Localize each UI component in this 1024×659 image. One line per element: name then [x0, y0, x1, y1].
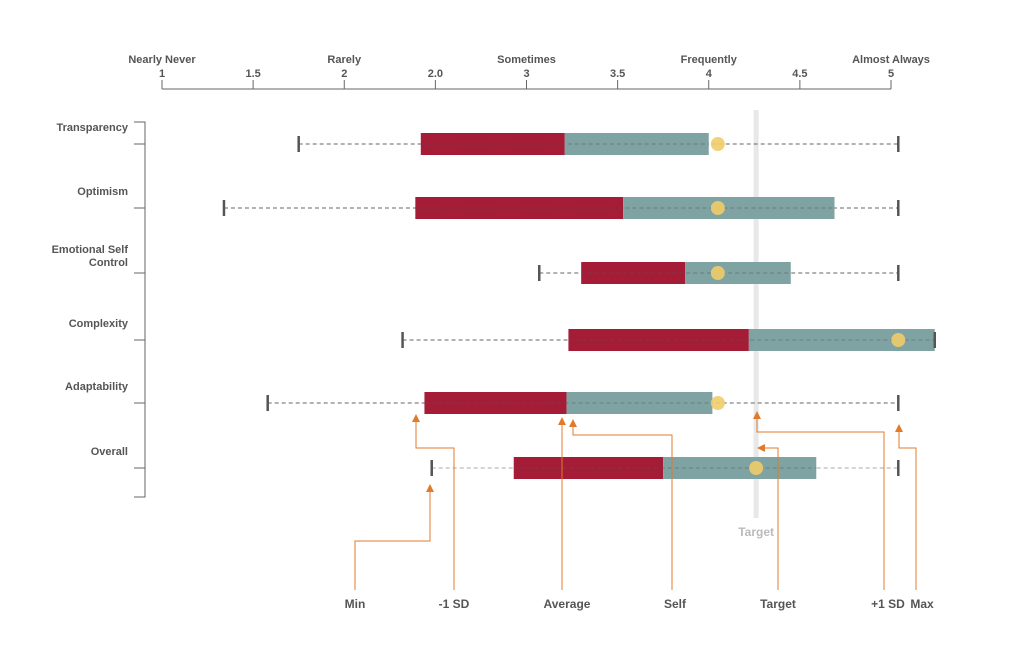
minus-sd-arrow-head	[412, 414, 420, 422]
plus-sd-arrow-line	[756, 418, 885, 590]
target-arrow-head	[757, 444, 765, 452]
legend-label: Min	[345, 597, 366, 611]
target-arrow-line	[764, 447, 779, 590]
scale-label: Sometimes	[497, 54, 556, 66]
x-tick-label: 3	[523, 68, 529, 80]
self-marker	[891, 333, 906, 347]
category-label: Complexity	[68, 317, 128, 330]
x-tick-label: 5	[888, 68, 894, 80]
average-arrow-head	[558, 417, 566, 425]
upper-bar	[566, 392, 713, 414]
max-arrow-head	[895, 424, 903, 432]
category-label-box: Optimism	[77, 185, 128, 198]
x-tick-label: 2	[341, 68, 347, 80]
plus-sd-arrow-head	[753, 411, 761, 419]
x-tick-label: 2.0	[428, 68, 443, 80]
min-arrow-line	[354, 490, 431, 590]
scale-label: Nearly Never	[128, 54, 196, 66]
lower-bar	[513, 457, 664, 479]
category-label-box: Overall	[90, 445, 128, 458]
lower-bar	[568, 329, 749, 351]
category-label: Overall	[90, 445, 128, 458]
legend-label: Max	[910, 597, 934, 611]
category-label: Adaptability	[65, 380, 128, 393]
y-axis	[134, 121, 146, 498]
minus-sd-arrow-line	[415, 421, 455, 590]
max-arrow-line	[898, 431, 917, 590]
category-label: Emotional Self Control	[51, 244, 128, 269]
scale-label: Almost Always	[852, 54, 930, 66]
self-marker	[710, 396, 725, 410]
lower-bar	[415, 197, 624, 219]
category-label-box: Transparency	[56, 121, 128, 134]
self-marker	[710, 137, 725, 151]
x-tick-label: 4.5	[792, 68, 807, 80]
legend-label: Self	[664, 597, 687, 611]
x-tick-label: 1	[159, 68, 165, 80]
target-label: Target	[738, 525, 774, 539]
legend-label: +1 SD	[871, 597, 905, 611]
category-label: Transparency	[56, 121, 128, 134]
scale-label: Frequently	[681, 54, 738, 66]
category-label: Optimism	[77, 185, 128, 198]
self-arrow-line	[572, 426, 673, 590]
self-marker	[710, 201, 725, 215]
category-label-box: Adaptability	[65, 380, 128, 393]
min-arrow-head	[426, 484, 434, 492]
x-tick-label: 4	[706, 68, 713, 80]
self-arrow-head	[569, 419, 577, 427]
x-tick-label: 3.5	[610, 68, 625, 80]
self-marker	[749, 461, 764, 475]
upper-bar	[623, 197, 835, 219]
category-label-box: Emotional Self Control	[51, 244, 128, 269]
category-label-box: Complexity	[68, 317, 128, 330]
legend-label: -1 SD	[439, 597, 470, 611]
x-tick-label: 1.5	[245, 68, 260, 80]
legend-label: Target	[760, 597, 796, 611]
scale-label: Rarely	[327, 54, 362, 66]
legend-label: Average	[544, 597, 591, 611]
upper-bar	[564, 133, 709, 155]
self-marker	[710, 266, 725, 280]
